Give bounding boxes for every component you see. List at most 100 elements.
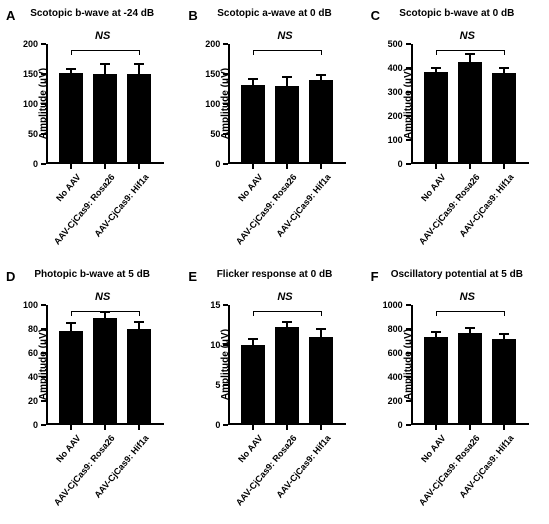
bar [241,345,265,425]
bar [127,74,151,164]
y-tick-label: 100 [23,300,46,310]
x-tick [70,425,72,430]
ns-line [253,311,321,312]
panel-d: DPhotopic b-wave at 5 dB020406080100No A… [4,269,180,520]
ns-line-tick [139,50,140,55]
y-tick-label: 0 [33,420,46,430]
panel-b: BScotopic a-wave at 0 dB050100150200No A… [186,8,362,259]
bar [93,318,117,425]
error-cap [248,78,258,80]
error-cap [248,338,258,340]
error-bar [138,322,140,329]
error-cap [431,67,441,69]
y-axis-label: Amplitude (μV) [403,329,414,400]
panel-c: CScotopic b-wave at 0 dB0100200300400500… [369,8,545,259]
x-tick [138,164,140,169]
panel-a: AScotopic b-wave at -24 dB050100150200No… [4,8,180,259]
y-tick-label: 0 [215,420,228,430]
y-tick-label: 0 [398,420,411,430]
x-tick [138,425,140,430]
y-tick-label: 200 [23,39,46,49]
x-category-label: AAV-CjCas9: Hif1a [443,433,515,516]
bar [309,80,333,164]
ns-label: NS [277,291,292,303]
plot-area: 02004006008001000No AAVAAV-CjCas9: Rosa2… [411,305,529,425]
error-cap [66,68,76,70]
y-axis-label: Amplitude (μV) [38,329,49,400]
ns-line-tick [504,50,505,55]
bar [59,331,83,425]
panel-title: Scotopic b-wave at 0 dB [369,8,545,19]
error-bar [286,77,288,86]
error-bar [104,64,106,74]
error-bar [138,64,140,74]
x-tick [503,164,505,169]
ns-line-tick [71,50,72,55]
error-cap [465,327,475,329]
ns-line [253,50,321,51]
x-tick [286,425,288,430]
error-cap [499,333,509,335]
ns-label: NS [460,30,475,42]
bar [127,329,151,425]
ns-line-tick [436,50,437,55]
error-cap [66,322,76,324]
ns-line [71,50,139,51]
x-category-label: AAV-CjCas9: Hif1a [79,172,151,255]
x-category-label: No AAV [193,172,265,255]
panel-title: Scotopic b-wave at -24 dB [4,8,180,19]
error-bar [469,54,471,62]
x-tick [252,164,254,169]
error-bar [70,323,72,331]
ns-line [71,311,139,312]
x-tick [435,164,437,169]
x-tick [503,425,505,430]
y-axis-label: Amplitude (μV) [220,68,231,139]
y-tick-label: 0 [33,159,46,169]
panel-title: Flicker response at 0 dB [186,269,362,280]
error-cap [282,76,292,78]
x-category-label: AAV-CjCas9: Hif1a [261,172,333,255]
bar [93,74,117,164]
x-tick [286,164,288,169]
x-category-label: No AAV [11,433,83,516]
bar [424,72,448,164]
error-cap [465,53,475,55]
y-tick-label: 200 [205,39,228,49]
ns-line-tick [253,50,254,55]
bar [275,327,299,425]
bar [241,85,265,164]
y-axis-label: Amplitude (μV) [38,68,49,139]
error-cap [431,331,441,333]
bar [458,62,482,164]
x-tick [435,425,437,430]
x-tick [70,164,72,169]
bar [458,333,482,425]
x-tick [469,425,471,430]
panel-f: FOscillatory potential at 5 dB0200400600… [369,269,545,520]
x-category-label: AAV-CjCas9: Rosa26 [227,172,299,255]
error-cap [134,321,144,323]
ns-line-tick [139,311,140,316]
ns-label: NS [95,291,110,303]
error-cap [134,63,144,65]
plot-area: 050100150200No AAVAAV-CjCas9: Rosa26AAV-… [46,44,164,164]
x-category-label: AAV-CjCas9: Rosa26 [409,433,481,516]
ns-line-tick [504,311,505,316]
bar [59,73,83,164]
error-cap [100,63,110,65]
y-tick-label: 0 [398,159,411,169]
x-tick [320,425,322,430]
y-axis-label: Amplitude (μV) [403,68,414,139]
y-tick-label: 0 [215,159,228,169]
x-category-label: No AAV [375,172,447,255]
x-tick [104,425,106,430]
x-tick [469,164,471,169]
x-category-label: No AAV [375,433,447,516]
x-tick [252,425,254,430]
ns-line-tick [436,311,437,316]
y-tick-label: 1000 [383,300,411,310]
x-category-label: AAV-CjCas9: Hif1a [443,172,515,255]
x-category-label: No AAV [193,433,265,516]
ns-line-tick [321,50,322,55]
